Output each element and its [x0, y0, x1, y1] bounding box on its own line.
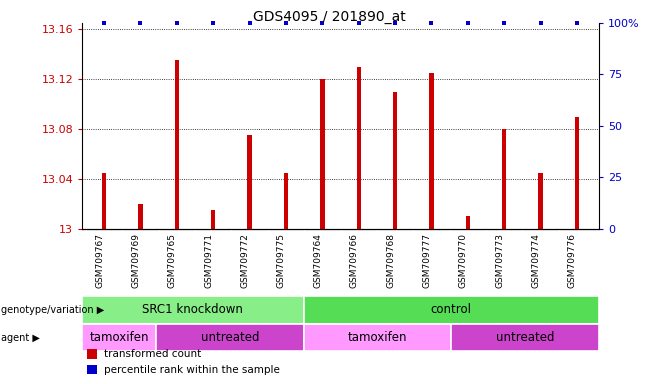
Text: untreated: untreated [201, 331, 259, 344]
Bar [466, 217, 470, 229]
Bar [429, 73, 434, 229]
Bar [320, 79, 324, 229]
Text: agent ▶: agent ▶ [1, 333, 40, 343]
Bar [102, 173, 106, 229]
Text: GSM709774: GSM709774 [532, 233, 541, 288]
Text: genotype/variation ▶: genotype/variation ▶ [1, 305, 105, 315]
Text: GSM709771: GSM709771 [204, 233, 213, 288]
Bar [357, 67, 361, 229]
Bar [284, 173, 288, 229]
Bar [82, 296, 303, 324]
Bar [303, 324, 451, 351]
Text: transformed count: transformed count [105, 349, 202, 359]
Bar [82, 324, 156, 351]
Bar [174, 60, 179, 229]
Text: GSM709773: GSM709773 [495, 233, 504, 288]
Text: GSM709777: GSM709777 [422, 233, 432, 288]
Bar [502, 129, 507, 229]
Text: GSM709768: GSM709768 [386, 233, 395, 288]
Text: GDS4095 / 201890_at: GDS4095 / 201890_at [253, 10, 405, 23]
Text: percentile rank within the sample: percentile rank within the sample [105, 365, 280, 375]
Text: tamoxifen: tamoxifen [89, 331, 149, 344]
Text: tamoxifen: tamoxifen [347, 331, 407, 344]
Text: GSM709776: GSM709776 [568, 233, 577, 288]
Bar [538, 173, 543, 229]
Text: GSM709770: GSM709770 [459, 233, 468, 288]
Bar [211, 210, 215, 229]
Text: GSM709772: GSM709772 [241, 233, 249, 288]
Bar [138, 204, 143, 229]
Bar [156, 324, 303, 351]
Text: GSM709766: GSM709766 [349, 233, 359, 288]
Text: GSM709775: GSM709775 [277, 233, 286, 288]
Text: untreated: untreated [495, 331, 554, 344]
Bar [247, 135, 252, 229]
Text: GSM709764: GSM709764 [313, 233, 322, 288]
Text: GSM709767: GSM709767 [95, 233, 104, 288]
Bar [88, 349, 97, 359]
Bar [88, 365, 97, 374]
Bar [393, 92, 397, 229]
Text: GSM709769: GSM709769 [132, 233, 140, 288]
Bar [575, 117, 579, 229]
Bar [303, 296, 599, 324]
Text: GSM709765: GSM709765 [168, 233, 177, 288]
Bar [451, 324, 599, 351]
Text: control: control [431, 303, 472, 316]
Text: SRC1 knockdown: SRC1 knockdown [143, 303, 243, 316]
